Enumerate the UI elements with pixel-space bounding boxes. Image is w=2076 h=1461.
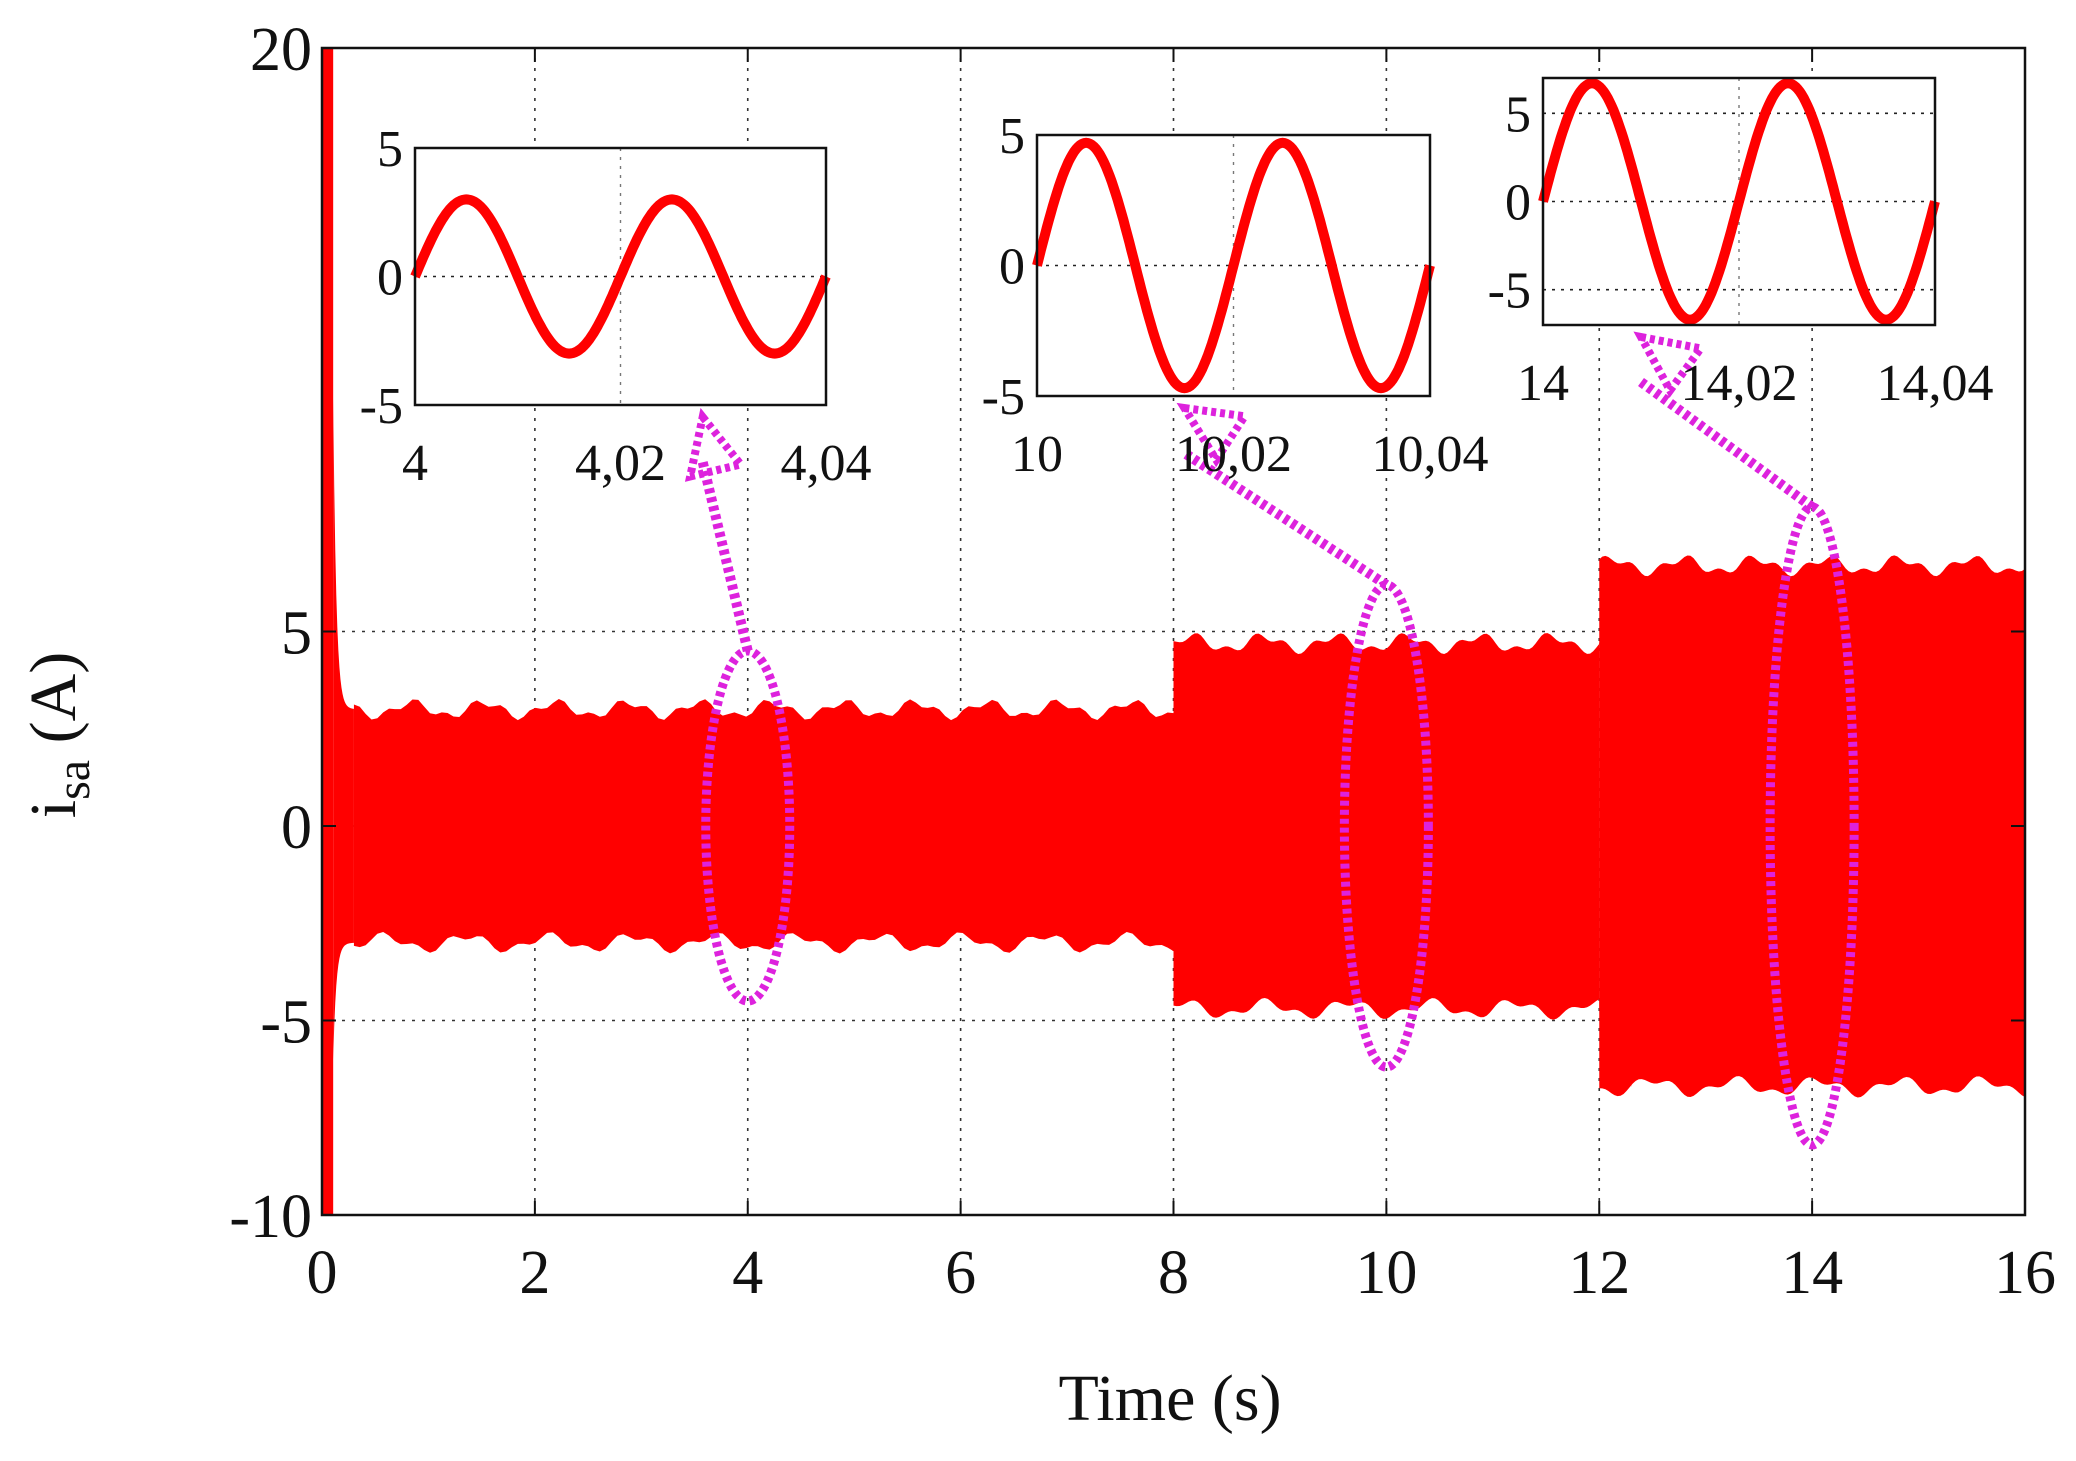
inset-4s: 4 4,02 4,04 -5 0 5: [360, 121, 872, 492]
x-tick-label: 2: [519, 1239, 550, 1307]
series-transition: [1599, 565, 1632, 1087]
x-tick-label: 10: [1355, 1239, 1417, 1307]
inset-y-tick-label: 5: [999, 108, 1025, 165]
zoom-arrow-shaft: [697, 460, 753, 653]
y-axis-title-unit: (A): [17, 652, 90, 760]
y-tick-label: 20: [250, 16, 312, 84]
inset-y-tick-label: -5: [360, 378, 403, 435]
inset-frame: [1541, 76, 1937, 327]
zoom-ellipse: [1765, 502, 1859, 1150]
y-tick-label: -5: [260, 989, 312, 1057]
inset-x-tick-label: 4: [402, 435, 428, 492]
inset-frame: [1035, 133, 1432, 398]
y-axis-title-main: i: [17, 800, 90, 818]
zoom-ellipse: [1339, 580, 1433, 1072]
inset-frame: [413, 146, 828, 407]
inset-y-tick-label: -5: [1488, 263, 1531, 320]
inset-x-tick-label: 4,04: [781, 435, 872, 492]
inset-y-tick-label: -5: [982, 369, 1025, 426]
x-tick-label: 4: [732, 1239, 763, 1307]
inset-x-tick-label: 10: [1011, 426, 1063, 483]
y-axis-title-sub: sa: [47, 760, 100, 800]
x-tick-label: 16: [1994, 1239, 2056, 1307]
inset-x-tick-label: 4,02: [575, 435, 666, 492]
inset-waveform: [1032, 137, 1435, 394]
y-tick-label: 5: [281, 600, 312, 668]
x-tick-label: 6: [945, 1239, 976, 1307]
inset-x-tick-label: 14,04: [1877, 355, 1994, 412]
inset-y-tick-label: 0: [999, 239, 1025, 296]
inset-y-tick-label: 5: [1505, 86, 1531, 143]
zoom-arrow-shaft: [1181, 448, 1390, 590]
series-segment-envelope: [1173, 633, 1600, 1020]
main-ticks: 0 2 4 6 8 10 12 14 16 -10 -5 0 5 20: [229, 16, 2056, 1307]
y-axis-title: isa (A): [17, 652, 100, 818]
inset-waveform: [410, 194, 831, 359]
zoom-arrow-head: [684, 407, 748, 482]
zoom-arrow-head: [1176, 402, 1252, 468]
series-segment-envelope: [1599, 555, 2025, 1098]
series-transition: [1173, 643, 1206, 1009]
insets: 4 4,02 4,04 -5 0 5 10 10,02 10,04 -5 0 5 14 14,02 14,0…: [360, 76, 1994, 492]
inset-14s: 14 14,02 14,04 -5 0 5: [1488, 76, 1994, 412]
inset-y-tick-label: 5: [377, 121, 403, 178]
zoom-annotations: [684, 331, 1859, 1150]
inset-10s: 10 10,02 10,04 -5 0 5: [982, 108, 1489, 483]
inset-x-tick-label: 10,02: [1175, 426, 1292, 483]
x-tick-label: 8: [1158, 1239, 1189, 1307]
inset-y-tick-label: 0: [377, 250, 403, 307]
x-axis-title: Time (s): [1058, 1362, 1281, 1435]
series-segment-envelope: [353, 699, 1174, 954]
inset-x-tick-label: 14: [1517, 355, 1569, 412]
inset-waveform: [1538, 78, 1940, 325]
y-tick-label: 0: [281, 794, 312, 862]
inset-x-tick-label: 14,02: [1681, 355, 1798, 412]
series-startup-decay: [333, 398, 354, 1060]
x-tick-label: 14: [1781, 1239, 1843, 1307]
inset-y-tick-label: 0: [1505, 175, 1531, 232]
main-series: [322, 48, 2025, 1215]
svg-text:isa (A): isa (A): [17, 652, 100, 818]
x-tick-label: 12: [1568, 1239, 1630, 1307]
x-tick-label: 0: [307, 1239, 338, 1307]
inset-x-tick-label: 10,04: [1372, 426, 1489, 483]
y-tick-label: -10: [229, 1183, 312, 1251]
zoom-arrow-head: [1633, 331, 1708, 398]
